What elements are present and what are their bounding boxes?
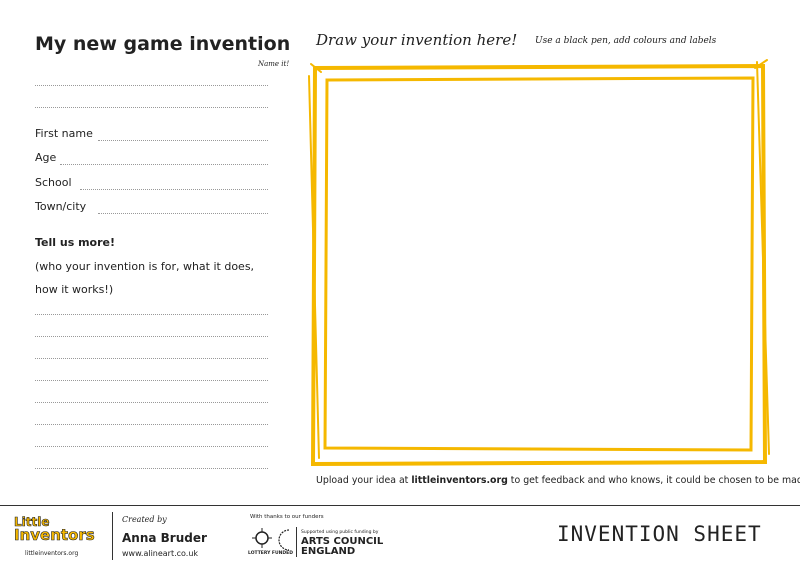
dotted-line	[35, 380, 268, 381]
more-title: Tell us more!	[35, 236, 116, 249]
upload-text: to get feedback and who knows, it could …	[510, 475, 800, 486]
acc-icon	[278, 529, 290, 551]
lottery-text: LOTTERY FUNDED	[248, 551, 293, 556]
field-label: School	[35, 176, 72, 189]
logo-url: littleinventors.org	[25, 550, 79, 557]
credit-url[interactable]: www.alineart.co.uk	[122, 549, 199, 558]
dotted-line	[35, 107, 268, 108]
dotted-line	[35, 446, 268, 447]
title: My new game invention	[35, 33, 291, 55]
dotted-line	[35, 336, 268, 337]
separator	[112, 512, 113, 560]
drawing-frame	[308, 59, 770, 467]
more-text: (who your invention is for, what it does…	[35, 260, 255, 273]
dotted-line	[35, 358, 268, 359]
credit-name: Anna Bruder	[122, 531, 207, 545]
field-label: First name	[35, 127, 93, 140]
dotted-line	[35, 314, 268, 315]
acc-name: ARTS COUNCIL ENGLAND	[301, 537, 383, 557]
dotted-line	[60, 164, 268, 165]
field-label: Town/city	[35, 200, 87, 213]
logo-text: Little	[14, 515, 50, 529]
dotted-line	[98, 140, 268, 141]
field-label: Age	[35, 151, 57, 164]
upload-link[interactable]: littleinventors.org	[411, 475, 508, 486]
upload-note: Upload your idea at littleinventors.org …	[316, 475, 800, 486]
dotted-line	[35, 468, 268, 469]
acc-text: ENGLAND	[301, 546, 356, 557]
acc-small: Supported using public funding by	[301, 530, 379, 535]
lottery-icon	[252, 528, 272, 548]
more-text: how it works!)	[35, 283, 114, 296]
acc-text: ARTS COUNCIL	[301, 536, 384, 547]
name-hint: Name it!	[258, 60, 290, 68]
upload-text: Upload your idea at	[316, 475, 409, 486]
credit-label: Created by	[122, 515, 167, 524]
funders-label: With thanks to our funders	[250, 514, 324, 520]
logo-text: Inventors	[14, 526, 95, 544]
draw-hint: Use a black pen, add colours and labels	[535, 36, 717, 46]
dotted-line	[35, 424, 268, 425]
logo: Little Inventors	[14, 515, 95, 544]
dotted-line	[98, 213, 268, 214]
sheet-title: INVENTION SHEET	[557, 522, 762, 546]
separator	[296, 527, 297, 557]
dotted-line	[35, 402, 268, 403]
dotted-line	[35, 85, 268, 86]
draw-title: Draw your invention here!	[316, 31, 518, 49]
footer-rule	[0, 505, 800, 506]
dotted-line	[80, 189, 268, 190]
